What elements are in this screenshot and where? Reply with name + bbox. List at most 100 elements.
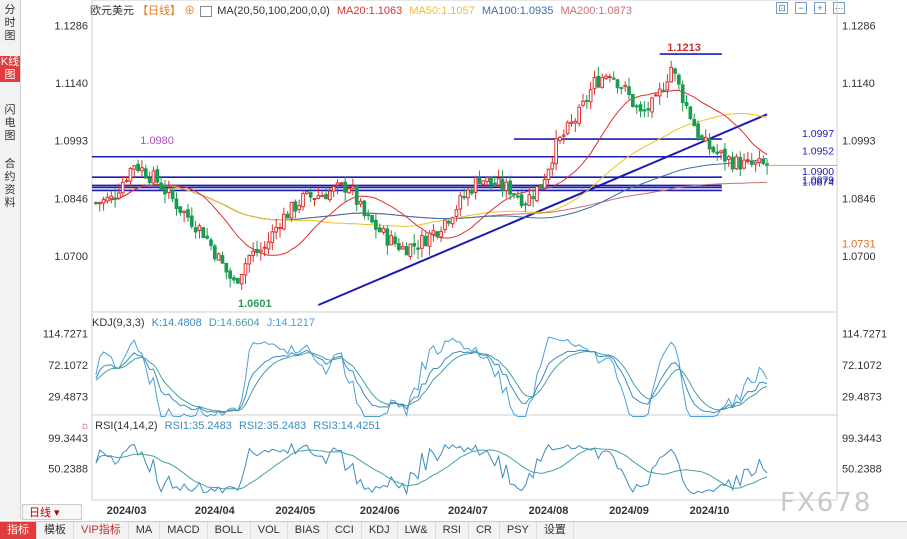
candle-body <box>642 109 647 112</box>
candle-body <box>596 75 601 88</box>
early-high-annotation: 1.0980 <box>140 135 174 147</box>
candle-body <box>312 198 317 201</box>
x-axis-month-label: 2024/08 <box>529 505 569 517</box>
tab-timeshare[interactable]: 分时图 <box>0 4 20 43</box>
candle-body <box>209 239 213 246</box>
indicator-button-bias[interactable]: BIAS <box>288 522 328 539</box>
candle-body <box>159 182 163 190</box>
candle-body <box>320 194 325 198</box>
candle-body <box>489 176 493 185</box>
candle-body <box>523 203 528 206</box>
price-axis-label-right: 1.0846 <box>842 193 876 205</box>
kdj-axis-label-right: 72.1072 <box>842 360 882 372</box>
level-label: 1.0952 <box>802 146 834 158</box>
rsi-2: RSI2:35.2483 <box>238 420 307 432</box>
zoom-in-icon[interactable]: + <box>814 2 826 14</box>
candle-body <box>446 220 451 224</box>
ma20-line <box>95 89 768 256</box>
candle-body <box>423 235 428 247</box>
symbol-name: 欧元美元 <box>90 5 134 17</box>
fit-icon[interactable]: ⊡ <box>776 2 788 14</box>
price-axis-label-left: 1.0700 <box>54 251 88 263</box>
rsi-settings-icon[interactable]: ☼ <box>80 420 91 432</box>
indicator-button-ma[interactable]: MA <box>129 522 161 539</box>
indicator-button-cci[interactable]: CCI <box>328 522 362 539</box>
candle-body <box>500 178 505 191</box>
ma-settings-icon[interactable] <box>200 5 213 17</box>
candle-body <box>700 135 704 140</box>
candle-body <box>351 185 355 189</box>
kdj-axis-label-right: 114.7271 <box>842 329 887 341</box>
indicator-button-cr[interactable]: CR <box>469 522 500 539</box>
candle-body <box>650 97 654 113</box>
candle-body <box>680 84 685 104</box>
candle-body <box>454 209 459 217</box>
rsi-axis-label-right: 50.2388 <box>842 464 882 476</box>
candle-body <box>669 67 674 83</box>
candle-body <box>496 178 501 186</box>
rsi-1: RSI1:35.2483 <box>164 420 232 432</box>
rsi-line <box>95 442 768 496</box>
candle-body <box>389 235 394 246</box>
kdj-d: D:14.6604 <box>208 317 260 329</box>
indicator-button-设置[interactable]: 设置 <box>537 522 574 539</box>
period-badge: 【日线】 <box>137 5 182 17</box>
candle-body <box>730 156 735 170</box>
candle-body <box>592 77 597 90</box>
candle-body <box>97 202 102 205</box>
candle-body <box>163 187 167 195</box>
candle-body <box>132 165 137 170</box>
period-selector-label: 日线 <box>29 507 51 519</box>
x-axis-month-label: 2024/09 <box>609 505 649 517</box>
candle-body <box>723 148 727 162</box>
candle-body <box>117 192 121 199</box>
candle-body <box>193 227 198 233</box>
candle-body <box>696 123 700 138</box>
candle-body <box>289 201 294 219</box>
period-selector[interactable]: 日线 ▾ <box>22 504 82 520</box>
indicator-button-rsi[interactable]: RSI <box>436 522 469 539</box>
candle-body <box>477 177 482 184</box>
indicator-button-vip指标[interactable]: VIP指标 <box>74 522 129 539</box>
candle-body <box>427 232 432 247</box>
indicator-button-psy[interactable]: PSY <box>500 522 537 539</box>
tab-kline[interactable]: K线图 <box>0 56 20 82</box>
candle-body <box>239 274 244 285</box>
candle-body <box>124 179 129 182</box>
indicator-button-模板[interactable]: 模板 <box>37 522 74 539</box>
indicator-button-vol[interactable]: VOL <box>251 522 288 539</box>
candle-body <box>201 227 206 238</box>
tab-contract[interactable]: 合约资料 <box>0 158 20 210</box>
rsi-legend: ☼ RSI(14,14,2) RSI1:35.2483 RSI2:35.2483… <box>80 420 381 432</box>
zoom-out-icon[interactable]: − <box>795 2 807 14</box>
kdj-axis-label-right: 29.4873 <box>842 391 882 403</box>
ma50-value: MA50:1.1057 <box>409 5 475 17</box>
tab-flash[interactable]: 闪电图 <box>0 104 20 143</box>
candle-body <box>538 184 543 189</box>
settings-icon[interactable]: ⊕ <box>184 5 196 17</box>
indicator-toolbar: 指标 模板 VIP指标 MA MACD BOLL VOL BIAS CCI KDJ LW& RSI CR… <box>0 521 907 539</box>
tab-kline-label: K线图 <box>0 56 20 81</box>
candle-body <box>282 213 286 230</box>
tab-contract-label: 合约资料 <box>4 158 16 209</box>
candle-body <box>757 158 762 164</box>
candle-body <box>561 134 566 137</box>
candle-body <box>212 245 217 260</box>
indicator-button-kdj[interactable]: KDJ <box>362 522 398 539</box>
candle-body <box>255 248 259 254</box>
chart-canvas[interactable]: 1.0700 1.0700 1.0846 1.0846 1.0993 1.0993 1.11… <box>20 0 907 520</box>
more-icon[interactable]: ⋯ <box>833 2 845 14</box>
candle-body <box>397 243 401 251</box>
indicator-button-指标[interactable]: 指标 <box>0 522 37 539</box>
price-legend: 欧元美元 【日线】 ⊕ MA(20,50,100,200,0,0) MA20:1… <box>90 2 632 18</box>
tab-timeshare-label: 分时图 <box>4 4 16 42</box>
candle-body <box>94 202 98 205</box>
indicator-button-macd[interactable]: MACD <box>160 522 208 539</box>
ma50-line <box>95 113 768 227</box>
candle-body <box>619 87 624 90</box>
candle-body <box>443 219 447 231</box>
candle-body <box>746 159 750 162</box>
indicator-button-boll[interactable]: BOLL <box>208 522 251 539</box>
current-price-label: 1.0731 <box>842 239 876 251</box>
indicator-button-lw&[interactable]: LW& <box>398 522 436 539</box>
